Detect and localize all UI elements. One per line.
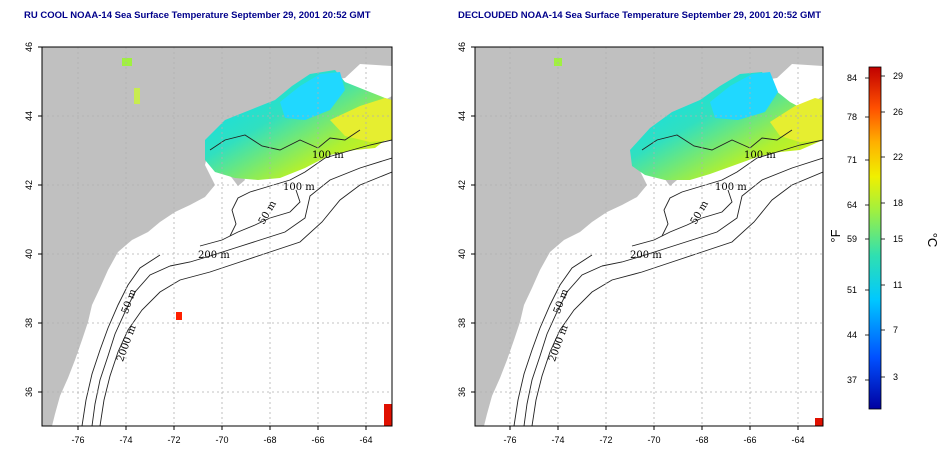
right-lon-tick: -72: [599, 435, 612, 445]
left-sst-speck: [122, 58, 132, 66]
right-contour-gulf: [641, 129, 793, 151]
left-contour-label: 200 m: [198, 250, 230, 261]
left-lon-tick: -68: [263, 435, 276, 445]
left-lat-tick: 44: [24, 111, 34, 121]
right-contour-200m: [601, 157, 823, 267]
fahrenheit-tick: 59: [847, 234, 857, 244]
celsius-tick: 29: [893, 71, 903, 81]
left-contour-200m: [169, 157, 392, 267]
right-map-frame: [474, 46, 824, 427]
left-lon-tick: -72: [167, 435, 180, 445]
right-contour-100m: [661, 139, 823, 237]
right-lat-tick: 38: [457, 318, 467, 328]
right-lat-tick: 46: [457, 42, 467, 52]
fahrenheit-tick: 78: [847, 112, 857, 122]
celsius-tick: 7: [893, 325, 898, 335]
right-land: [475, 47, 823, 426]
left-axis-ticks: [38, 46, 367, 430]
right-lon-tick: -70: [647, 435, 660, 445]
right-lon-tick: -64: [791, 435, 804, 445]
right-map-title: DECLOUDED NOAA-14 Sea Surface Temperatur…: [458, 10, 822, 21]
color-bar-ticks: [865, 75, 885, 381]
right-contour-label: 100 m: [715, 182, 747, 193]
right-lat-tick: 42: [457, 180, 467, 190]
right-contour-50m: [631, 189, 733, 247]
left-contour-gulf: [209, 129, 361, 151]
celsius-tick: 11: [893, 280, 902, 290]
left-sst-speck: [134, 88, 140, 104]
left-map-title: RU COOL NOAA-14 Sea Surface Temperature …: [24, 10, 371, 21]
fahrenheit-tick: 84: [847, 73, 857, 83]
right-lat-tick: 44: [457, 111, 467, 121]
right-lon-tick: -76: [503, 435, 516, 445]
left-lat-tick: 38: [24, 318, 34, 328]
right-axis-ticks: [471, 46, 799, 430]
right-map-panel[interactable]: 100 m 100 m 50 m 200 m 50 m 2000 m -76 -…: [457, 42, 824, 445]
right-contour-inner: [513, 254, 593, 426]
right-lon-tick: -68: [695, 435, 708, 445]
fahrenheit-tick: 64: [847, 200, 857, 210]
left-lat-tick: 46: [24, 42, 34, 52]
left-lat-tick: 36: [24, 387, 34, 397]
right-contour-2000m: [531, 171, 823, 426]
fahrenheit-tick: 37: [847, 375, 857, 385]
celsius-tick: 15: [893, 234, 903, 244]
celsius-unit-label: °C: [925, 233, 940, 248]
color-bar-scale: [868, 66, 882, 410]
celsius-tick: 22: [893, 152, 903, 162]
left-lon-tick: -74: [119, 435, 132, 445]
celsius-tick: 3: [893, 372, 898, 382]
left-contour-50m: [199, 189, 301, 247]
left-lat-tick: 42: [24, 180, 34, 190]
left-contour-100m: [229, 139, 392, 237]
right-lat-tick: 36: [457, 387, 467, 397]
right-sst-patch-north: [710, 72, 778, 120]
right-lat-tick: 40: [457, 249, 467, 259]
left-sst-patch-east: [330, 98, 392, 142]
left-contour-inner: [81, 254, 161, 426]
left-contour-label: 100 m: [312, 150, 344, 161]
left-sst-patch-main: [205, 70, 392, 180]
left-sst-speck: [384, 404, 392, 426]
left-lon-tick: -70: [215, 435, 228, 445]
right-lon-tick: -74: [551, 435, 564, 445]
right-gridlines: [475, 47, 823, 426]
right-contour-label: 100 m: [744, 150, 776, 161]
left-contour-label: 100 m: [283, 182, 315, 193]
left-lon-tick: -66: [311, 435, 324, 445]
left-gridlines: [42, 47, 392, 426]
left-lon-tick: -64: [359, 435, 372, 445]
left-contour-2000m: [99, 171, 392, 426]
left-map-panel[interactable]: 100 m 100 m 50 m 200 m 50 m 2000 m -76 -…: [24, 42, 393, 445]
right-sst-speck: [815, 418, 823, 426]
right-sst-patch-east: [770, 98, 823, 142]
left-lat-tick: 40: [24, 249, 34, 259]
left-land: [42, 47, 392, 426]
left-map-frame: [41, 46, 393, 427]
right-contour-shelf: [523, 265, 603, 426]
fahrenheit-tick: 51: [847, 285, 857, 295]
fahrenheit-unit-label: °F: [828, 229, 843, 242]
left-contour-shelf: [91, 265, 171, 426]
left-sst-speck: [176, 312, 182, 320]
fahrenheit-tick: 44: [847, 330, 857, 340]
celsius-tick: 26: [893, 107, 903, 117]
left-sst-patch-north: [280, 72, 345, 120]
left-lon-tick: -76: [71, 435, 84, 445]
fahrenheit-tick: 71: [847, 155, 857, 165]
celsius-tick: 18: [893, 198, 903, 208]
right-contour-label: 200 m: [630, 250, 662, 261]
color-bar: 84 78 71 64 59 51 44 37 29 26 22 18 15 1…: [828, 66, 940, 410]
right-lon-tick: -66: [743, 435, 756, 445]
